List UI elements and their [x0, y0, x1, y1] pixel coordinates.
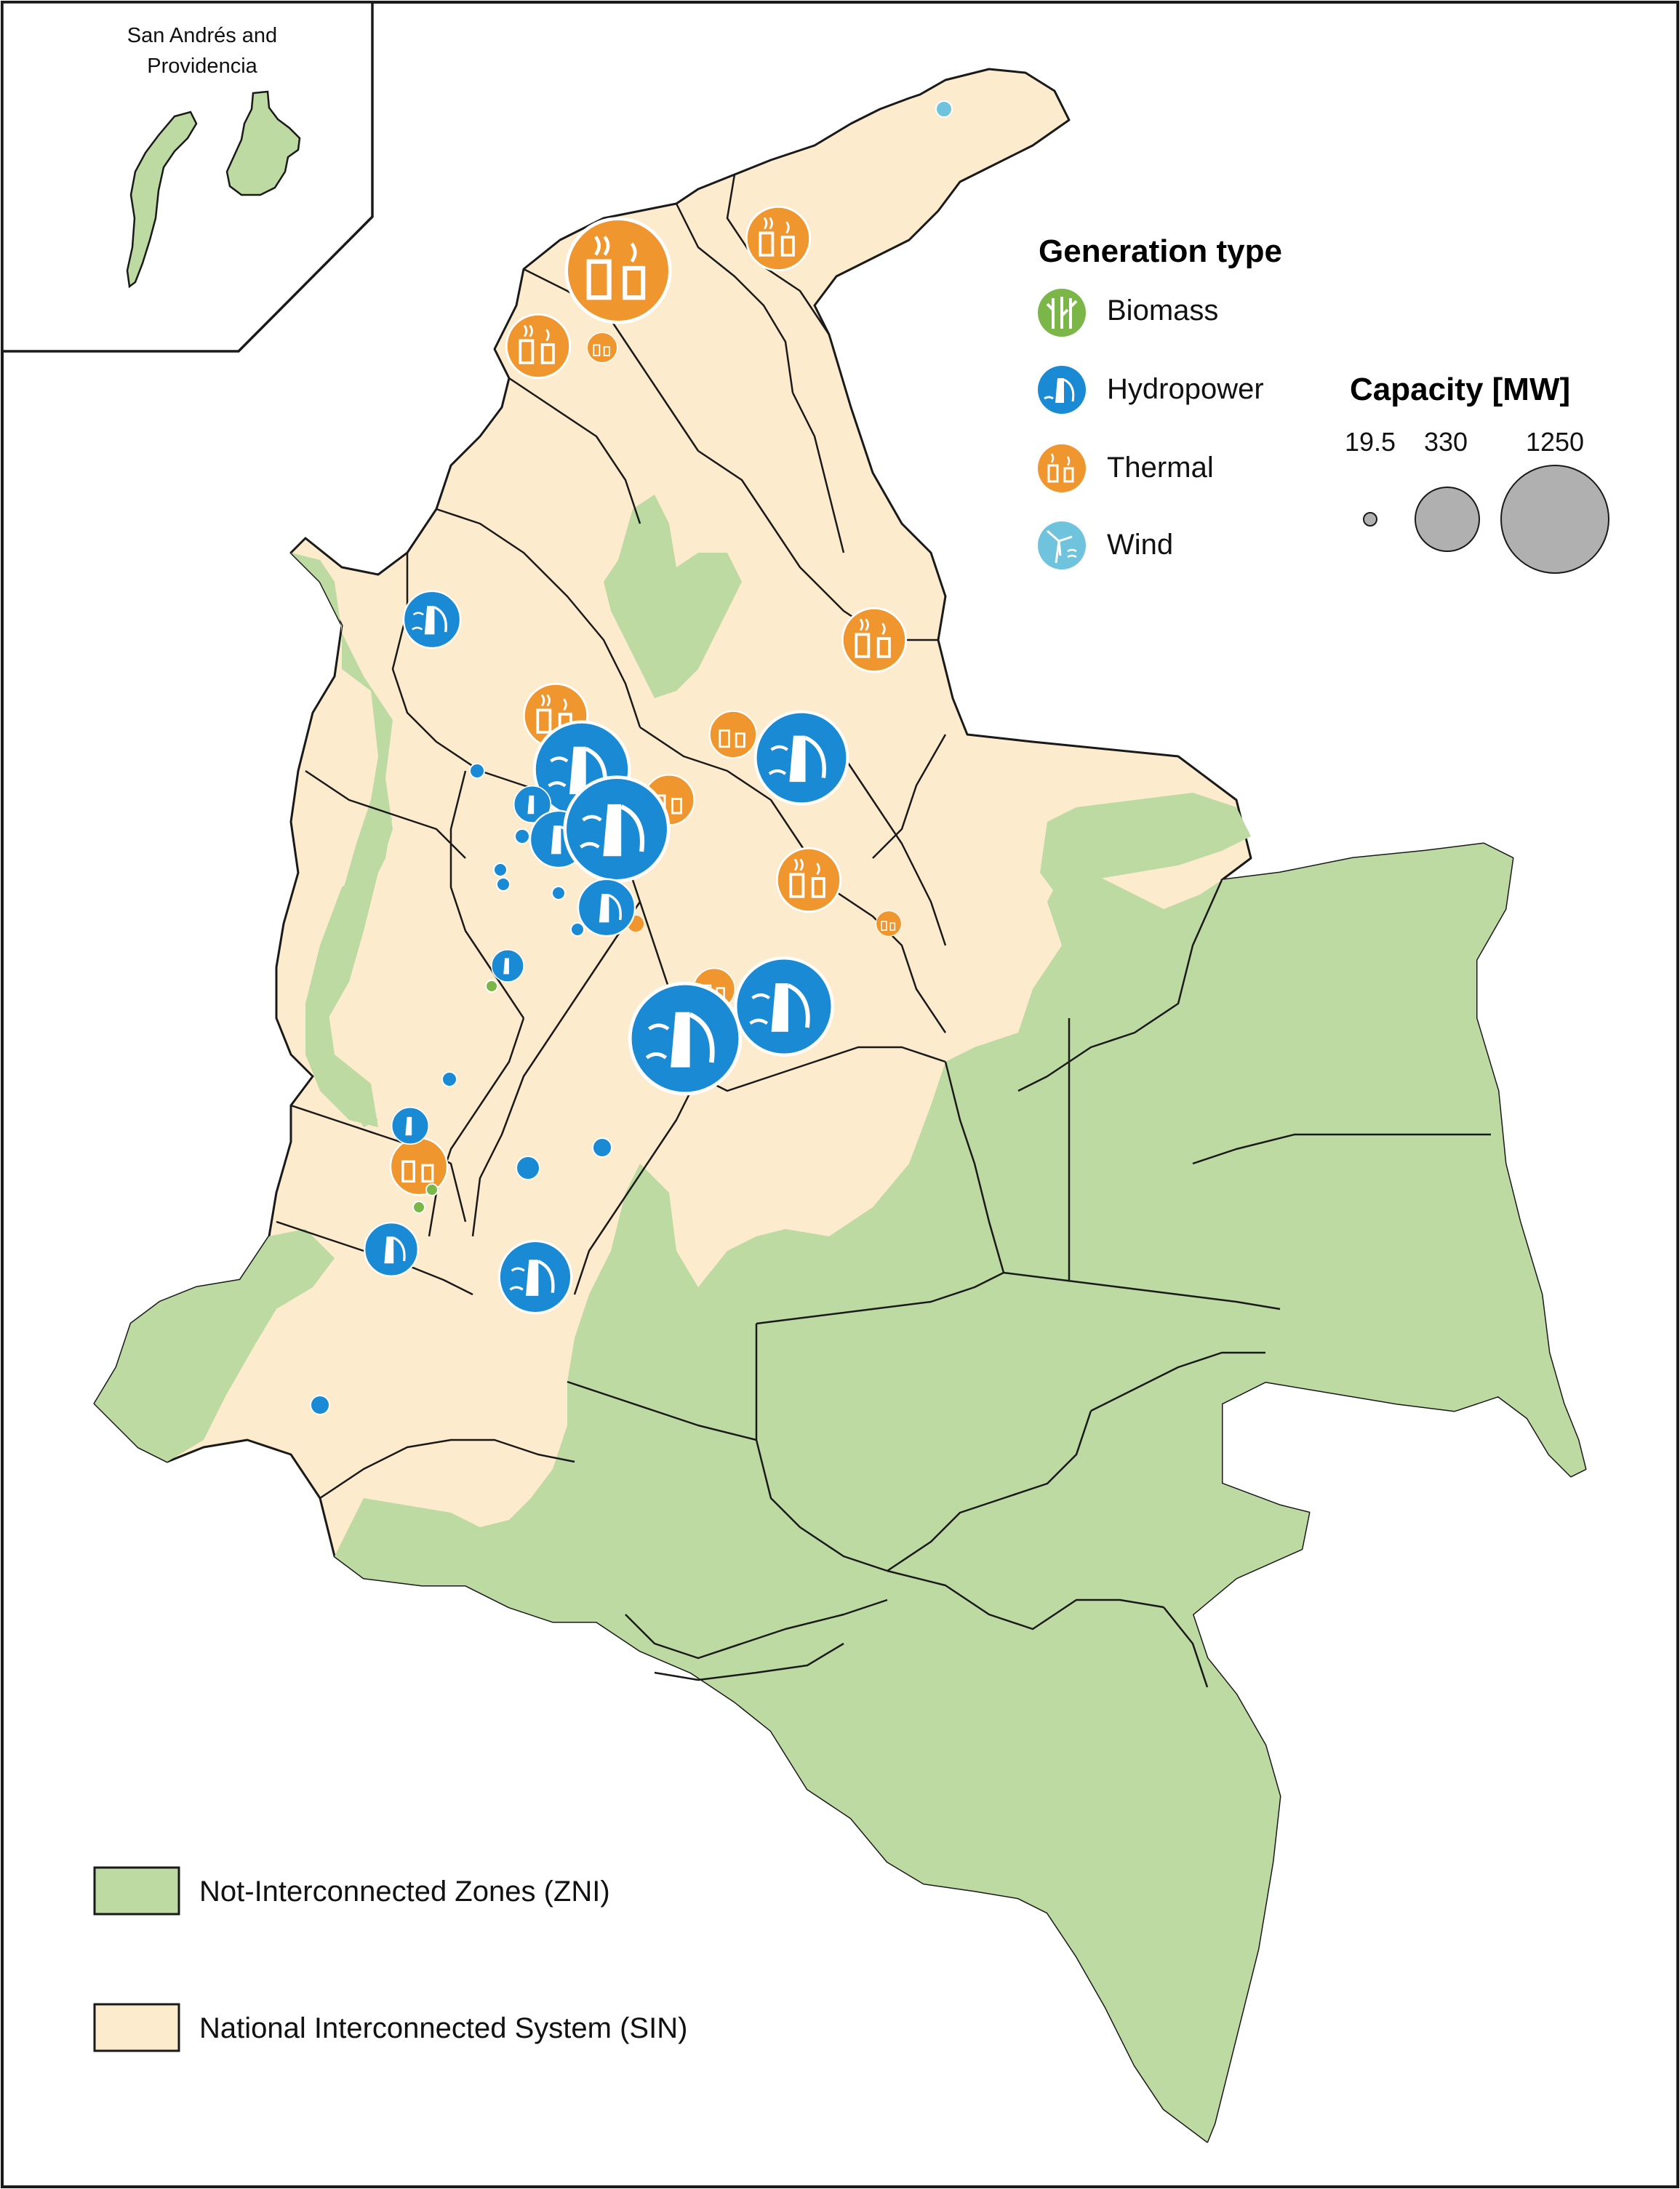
hydro-plant-marker [570, 922, 585, 937]
zni-region-south-pacific [95, 1229, 335, 1462]
thermal-plant-marker [745, 205, 812, 272]
capacity-title: Capacity [MW] [1350, 372, 1570, 407]
thermal-plant-marker [564, 217, 672, 324]
zni-region-amazon [335, 844, 1585, 2142]
capacity-label-medium: 330 [1424, 427, 1468, 457]
legend-title: Generation type [1039, 233, 1282, 269]
biomass-icon [1038, 289, 1086, 337]
hydro-plant-marker [491, 949, 524, 983]
generation-type-legend: Generation type Biomass Hydropower [1038, 233, 1282, 569]
hydro-plant-marker [496, 877, 511, 892]
wind-icon [1038, 521, 1086, 569]
hydro-plant-marker [551, 886, 566, 900]
thermal-plant-marker [505, 313, 572, 380]
sin-label: National Interconnected System (SIN) [199, 2012, 687, 2044]
sin-swatch [93, 2003, 180, 2052]
hydro-plant-marker [391, 1106, 430, 1145]
legend-label-wind: Wind [1107, 529, 1173, 561]
hydro-plant-marker [577, 878, 636, 937]
hydro-plant-marker [734, 956, 834, 1057]
thermal-plant-marker [775, 847, 842, 913]
capacity-circle-large [1500, 465, 1609, 574]
inset-frame [1, 1, 374, 353]
plant-markers [310, 100, 953, 1415]
capacity-circle-medium [1415, 487, 1480, 552]
hydro-plant-marker [310, 1395, 330, 1415]
inset-title-line2: Providencia [147, 55, 257, 78]
legend-label-biomass: Biomass [1107, 295, 1218, 327]
legend-item-hydropower: Hydropower [1038, 366, 1264, 414]
thermal-plant-marker [389, 1137, 449, 1196]
hydro-plant-marker [513, 785, 552, 824]
zni-region-orinoquia-patch [1040, 793, 1251, 902]
san-andres-island [126, 111, 198, 289]
zone-legend: Not-Interconnected Zones (ZNI) National … [93, 1866, 687, 2052]
zni-region-pacific-2 [305, 771, 393, 1127]
hydro-plant-marker [363, 1221, 420, 1278]
legend-item-biomass: Biomass [1038, 289, 1218, 337]
thermal-plant-marker [586, 332, 618, 364]
capacity-circle-small [1363, 512, 1377, 527]
hydro-plant-marker [514, 828, 530, 844]
thermal-plant-marker [841, 607, 908, 673]
hydro-plant-marker [563, 775, 671, 883]
hydro-plant-marker [592, 1137, 612, 1158]
biomass-plant-marker [412, 1201, 425, 1214]
capacity-legend: Capacity [MW] 19.5 330 1250 [1345, 372, 1609, 574]
hydro-plant-marker [753, 710, 849, 806]
hydro-plant-marker [469, 763, 485, 779]
hydro-plant-marker [493, 863, 508, 877]
capacity-label-large: 1250 [1526, 427, 1584, 457]
biomass-plant-marker [485, 980, 498, 993]
legend-label-thermal: Thermal [1107, 452, 1214, 484]
legend-item-thermal: Thermal [1038, 444, 1214, 492]
hydro-plant-marker [497, 1239, 573, 1315]
zni-region-magdalena [604, 495, 742, 698]
legend-item-wind: Wind [1038, 521, 1173, 569]
biomass-plant-marker [425, 1183, 439, 1196]
zni-label: Not-Interconnected Zones (ZNI) [199, 1876, 610, 1908]
zni-swatch [93, 1866, 180, 1916]
legend-label-hydropower: Hydropower [1107, 373, 1264, 405]
hydro-plant-marker [516, 1156, 540, 1180]
hydro-plant-marker [628, 981, 743, 1096]
hydropower-icon [1038, 366, 1086, 414]
inset-title-line1: San Andrés and [127, 24, 277, 47]
thermal-plant-marker [708, 710, 758, 759]
hydro-plant-marker [441, 1071, 457, 1087]
department-borders [276, 174, 1491, 1688]
wind-plant-marker [935, 100, 953, 118]
thermal-icon [1038, 444, 1086, 492]
providencia-island [225, 90, 301, 196]
thermal-plant-marker [875, 910, 903, 937]
capacity-label-small: 19.5 [1345, 427, 1396, 457]
hydro-plant-marker [402, 590, 462, 649]
